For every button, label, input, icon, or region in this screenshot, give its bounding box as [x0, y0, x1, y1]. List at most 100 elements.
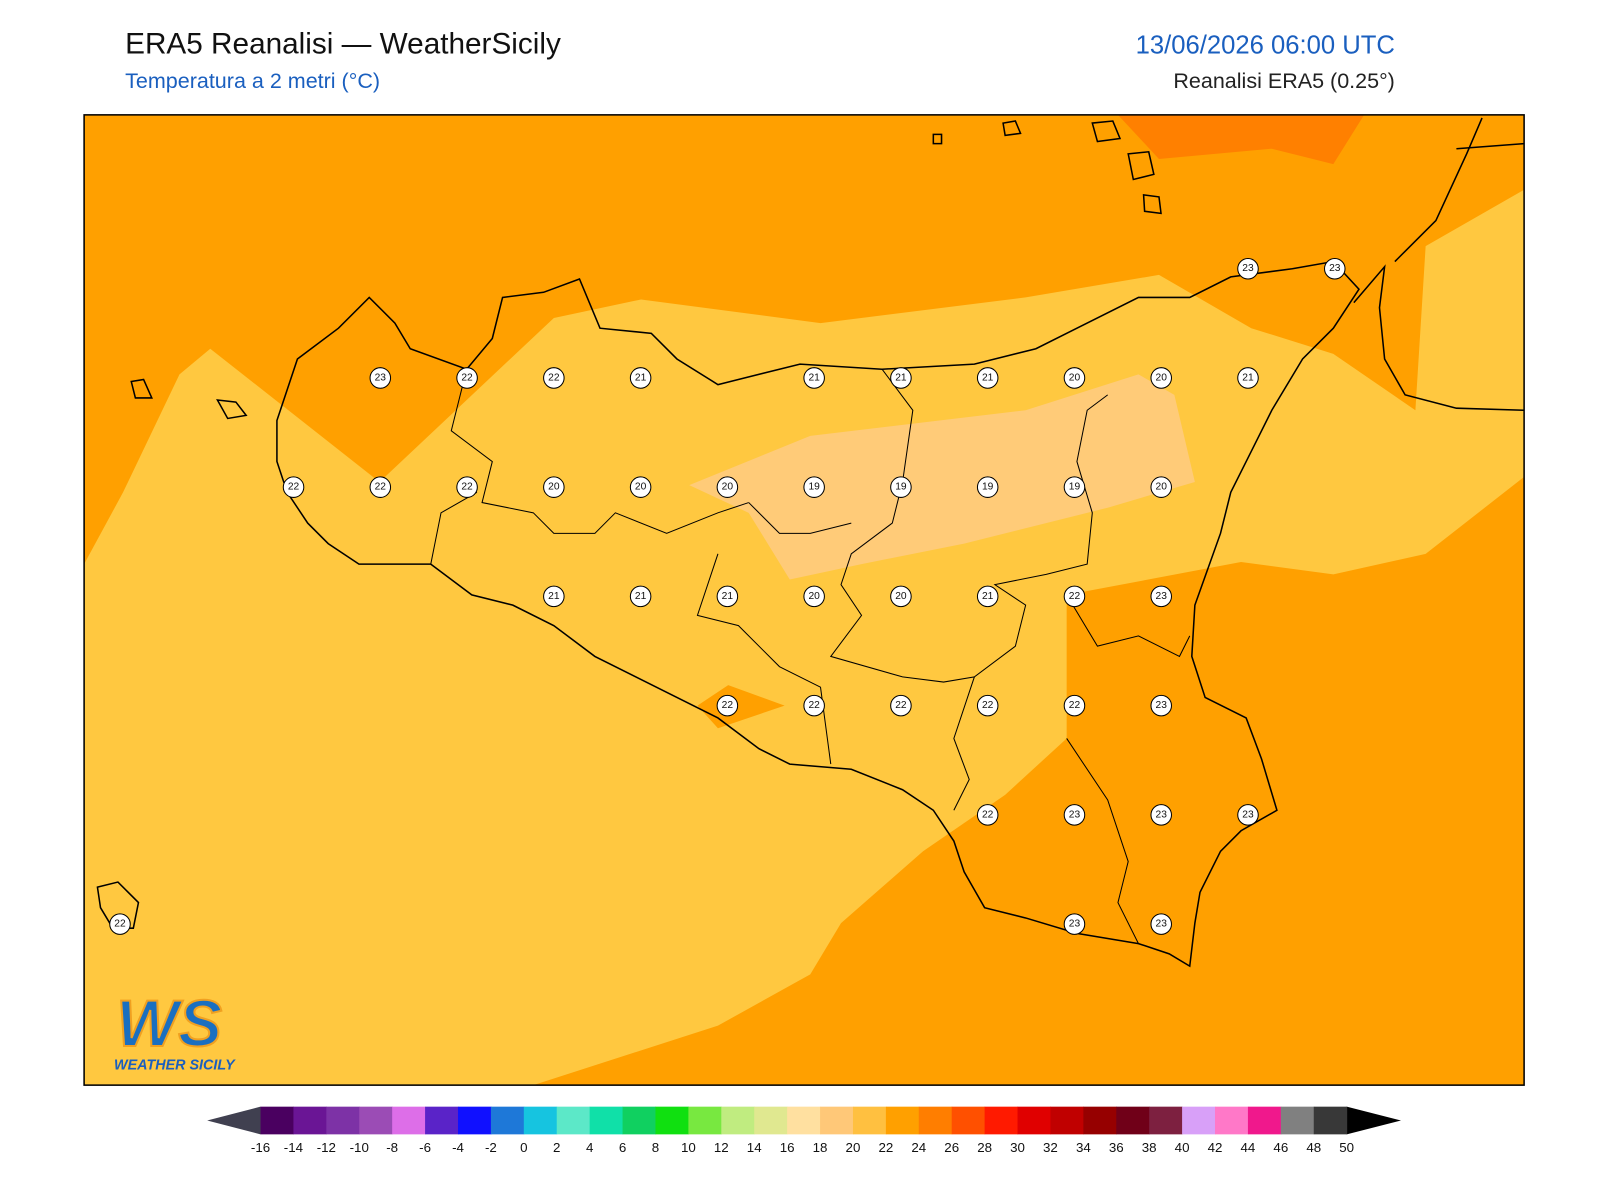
- colorbar-box: [787, 1106, 821, 1135]
- station-value: 23: [1156, 919, 1168, 930]
- station-marker: [109, 913, 131, 935]
- station-value: 23: [1156, 700, 1168, 711]
- station-value: 22: [375, 482, 387, 493]
- colorbar-box: [1083, 1106, 1117, 1135]
- station-value: 22: [461, 372, 473, 383]
- colorbar-tick-label: -8: [386, 1140, 398, 1155]
- station-marker: [369, 476, 392, 498]
- colorbar-box: [1149, 1106, 1183, 1135]
- colorbar-box: [260, 1106, 294, 1135]
- colorbar-tick-label: -2: [485, 1140, 497, 1155]
- colorbar-box: [1280, 1106, 1315, 1135]
- station-marker: [629, 476, 652, 498]
- station-marker: [1063, 367, 1086, 389]
- colorbar-box: [490, 1106, 525, 1135]
- temp-zone: [1117, 114, 1365, 165]
- station-marker: [629, 585, 652, 608]
- station-value: 21: [982, 372, 994, 383]
- station-value: 23: [1242, 263, 1254, 274]
- colorbar-box: [359, 1106, 393, 1135]
- station-value: 22: [895, 700, 907, 711]
- colorbar-tick-label: 38: [1142, 1140, 1157, 1155]
- colorbar-box: [1050, 1106, 1084, 1135]
- colorbar-box: [918, 1106, 953, 1135]
- colorbar-box: [622, 1106, 656, 1135]
- station-value: 22: [1069, 591, 1081, 602]
- station-marker: [543, 585, 565, 608]
- colorbar-box: [556, 1106, 591, 1135]
- station-marker: [543, 367, 565, 389]
- date: 13/06/2026 06:00 UTC: [1136, 31, 1395, 59]
- colorbar-box: [1116, 1106, 1150, 1135]
- colorbar-tick-label: 32: [1043, 1140, 1058, 1155]
- subtitle: Temperatura a 2 metri (°C): [125, 69, 380, 93]
- colorbar-box: [852, 1106, 887, 1135]
- station-value: 21: [895, 372, 907, 383]
- station-value: 20: [1156, 482, 1168, 493]
- station-marker: [976, 694, 999, 717]
- colorbar-tick-label: 44: [1241, 1140, 1256, 1155]
- colorbar-tick-label: 48: [1306, 1140, 1321, 1155]
- station-value: 20: [548, 482, 560, 493]
- colorbar-tick-label: 16: [780, 1140, 795, 1155]
- station-value: 20: [808, 591, 820, 602]
- station-value: 20: [635, 482, 647, 493]
- station-marker: [976, 585, 999, 608]
- colorbar-tick-label: 18: [813, 1140, 828, 1155]
- station-marker: [1324, 257, 1346, 280]
- station-marker: [1237, 257, 1259, 280]
- colorbar-tick-label: 28: [977, 1140, 992, 1155]
- colorbar-box: [523, 1106, 558, 1135]
- colorbar-tick-label: -6: [419, 1140, 431, 1155]
- logo-name: WEATHER SICILY: [114, 1058, 236, 1074]
- station-marker: [1150, 367, 1172, 389]
- colorbar-tick-label: -16: [251, 1140, 270, 1155]
- station-value: 21: [982, 591, 994, 602]
- station-value: 23: [1242, 809, 1254, 820]
- station-marker: [716, 585, 739, 608]
- source: Reanalisi ERA5 (0.25°): [1173, 69, 1394, 93]
- station-value: 20: [1156, 372, 1168, 383]
- station-value: 19: [1069, 482, 1081, 493]
- station-marker: [976, 367, 999, 389]
- station-value: 22: [982, 809, 994, 820]
- colorbar-tick-label: 50: [1339, 1140, 1354, 1155]
- station-value: 21: [548, 591, 560, 602]
- colorbar-tick-label: 42: [1208, 1140, 1223, 1155]
- station-marker: [1063, 694, 1086, 717]
- station-marker: [890, 367, 912, 389]
- station-marker: [890, 694, 912, 717]
- colorbar-tick-label: 6: [619, 1140, 626, 1155]
- station-marker: [1063, 476, 1086, 498]
- station-value: 19: [808, 482, 820, 493]
- map-frame: [83, 114, 1525, 1086]
- station-value: 20: [722, 482, 734, 493]
- station-marker: [890, 585, 912, 608]
- station-value: 19: [895, 482, 907, 493]
- colorbar-tick-label: 14: [747, 1140, 762, 1155]
- colorbar-tick-label: 20: [846, 1140, 861, 1155]
- colorbar-box: [984, 1106, 1019, 1135]
- colorbar-tick-label: 2: [553, 1140, 560, 1155]
- colorbar-box: [425, 1106, 459, 1135]
- station-value: 21: [635, 591, 647, 602]
- station-value: 23: [1156, 809, 1168, 820]
- colorbar-tick-label: -12: [317, 1140, 336, 1155]
- station-marker: [369, 367, 392, 389]
- colorbar-box: [885, 1106, 920, 1135]
- station-value: 23: [1156, 591, 1168, 602]
- station-value: 21: [1242, 372, 1254, 383]
- colorbar-tick-label: 10: [681, 1140, 696, 1155]
- station-marker: [543, 476, 565, 498]
- station-value: 22: [548, 372, 560, 383]
- station-marker: [803, 476, 825, 498]
- station-value: 22: [461, 482, 473, 493]
- colorbar-tick-label: 4: [586, 1140, 594, 1155]
- colorbar-box: [1017, 1106, 1051, 1135]
- colorbar-box: [820, 1106, 854, 1135]
- colorbar-tick-label: -4: [452, 1140, 464, 1155]
- coastline: [96, 117, 1525, 968]
- station-marker: [1150, 476, 1172, 498]
